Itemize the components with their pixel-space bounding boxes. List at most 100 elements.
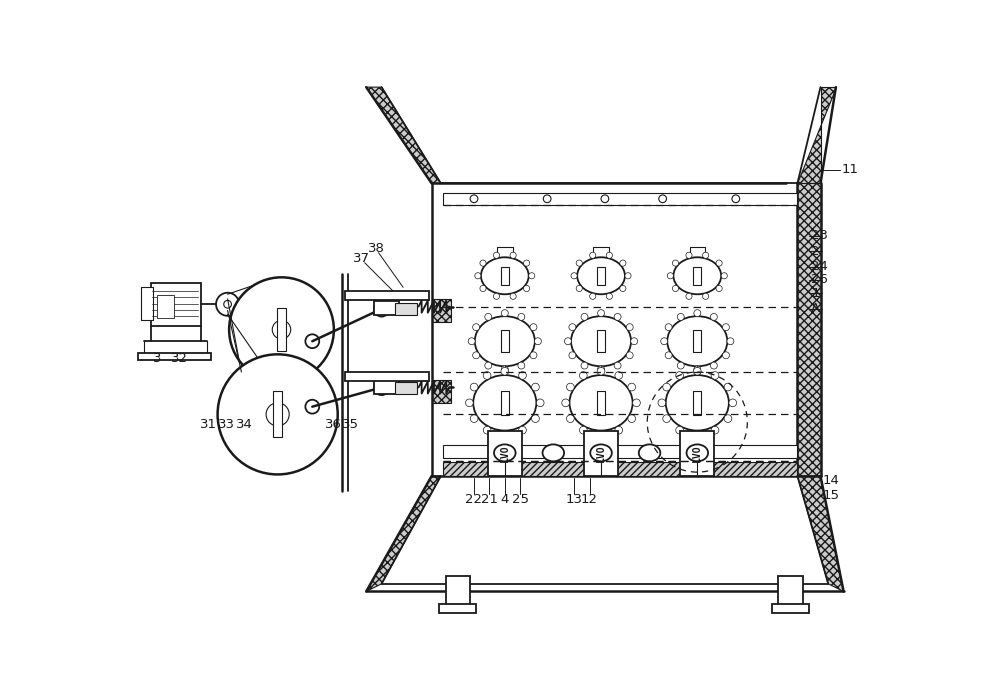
Circle shape (485, 362, 492, 369)
Ellipse shape (667, 316, 727, 366)
Text: 37: 37 (353, 253, 370, 265)
Text: 13: 13 (566, 493, 583, 506)
Circle shape (724, 415, 732, 423)
Circle shape (694, 438, 700, 444)
Circle shape (532, 415, 539, 423)
Ellipse shape (494, 444, 516, 462)
Circle shape (502, 375, 508, 381)
Circle shape (536, 399, 544, 407)
Circle shape (615, 426, 623, 434)
Circle shape (626, 323, 633, 330)
Circle shape (493, 252, 500, 258)
Bar (693, 266, 701, 285)
Bar (680, 431, 714, 476)
Circle shape (732, 195, 740, 203)
Circle shape (374, 301, 389, 316)
Bar (501, 391, 509, 415)
Ellipse shape (569, 375, 633, 430)
Polygon shape (797, 476, 844, 591)
Circle shape (579, 426, 587, 434)
Ellipse shape (473, 375, 536, 430)
Ellipse shape (571, 316, 631, 366)
Bar (593, 246, 609, 257)
Bar (345, 291, 429, 301)
Circle shape (576, 285, 582, 291)
Circle shape (519, 426, 526, 434)
Circle shape (510, 293, 516, 299)
Circle shape (470, 195, 478, 203)
Circle shape (569, 323, 576, 330)
Circle shape (524, 285, 530, 291)
Circle shape (703, 252, 709, 258)
Ellipse shape (543, 444, 564, 462)
Circle shape (581, 314, 588, 321)
Circle shape (694, 366, 701, 373)
Text: 12: 12 (581, 493, 598, 506)
Circle shape (677, 314, 684, 321)
Polygon shape (797, 87, 836, 183)
Circle shape (518, 362, 525, 369)
Bar (345, 372, 429, 381)
Ellipse shape (577, 257, 625, 294)
Circle shape (468, 338, 475, 345)
Circle shape (606, 252, 612, 258)
Circle shape (686, 293, 692, 299)
Text: 36: 36 (325, 418, 342, 431)
Polygon shape (432, 299, 451, 322)
Text: 2: 2 (811, 245, 820, 257)
Circle shape (661, 338, 668, 345)
Bar (501, 330, 509, 352)
Text: 23: 23 (811, 229, 828, 242)
Circle shape (672, 260, 679, 266)
Bar (141, 287, 153, 321)
Circle shape (473, 323, 480, 330)
Circle shape (501, 310, 508, 316)
Circle shape (564, 338, 571, 345)
Bar (395, 303, 417, 315)
Text: 34: 34 (236, 418, 253, 431)
Circle shape (567, 383, 574, 391)
Circle shape (597, 430, 605, 438)
Bar (693, 391, 701, 415)
Bar (439, 604, 476, 613)
Circle shape (626, 352, 633, 359)
Ellipse shape (639, 444, 660, 462)
Bar (395, 382, 417, 394)
Bar (374, 301, 399, 315)
Circle shape (598, 438, 604, 444)
Bar (443, 462, 797, 476)
Bar (446, 576, 470, 607)
Polygon shape (366, 476, 441, 591)
Circle shape (530, 323, 537, 330)
Circle shape (606, 293, 612, 299)
Circle shape (374, 380, 389, 395)
Circle shape (628, 415, 636, 423)
Ellipse shape (666, 375, 729, 430)
Bar (597, 391, 605, 415)
Bar (157, 295, 174, 318)
Text: A: A (811, 303, 820, 315)
Circle shape (723, 323, 729, 330)
Circle shape (473, 352, 480, 359)
Text: 4: 4 (501, 493, 509, 506)
Text: 32: 32 (171, 352, 188, 364)
Circle shape (466, 399, 473, 407)
Circle shape (620, 285, 626, 291)
Text: 3: 3 (153, 352, 161, 364)
Text: 22: 22 (466, 493, 482, 506)
Circle shape (716, 260, 722, 266)
Circle shape (693, 367, 701, 375)
Circle shape (518, 314, 525, 321)
Circle shape (676, 426, 683, 434)
Circle shape (663, 415, 670, 423)
Circle shape (483, 426, 491, 434)
Circle shape (615, 372, 623, 380)
Circle shape (710, 314, 717, 321)
Bar (693, 330, 701, 352)
Circle shape (614, 362, 621, 369)
Circle shape (480, 260, 486, 266)
Circle shape (576, 260, 582, 266)
Circle shape (581, 362, 588, 369)
Circle shape (724, 383, 732, 391)
Polygon shape (797, 183, 820, 476)
